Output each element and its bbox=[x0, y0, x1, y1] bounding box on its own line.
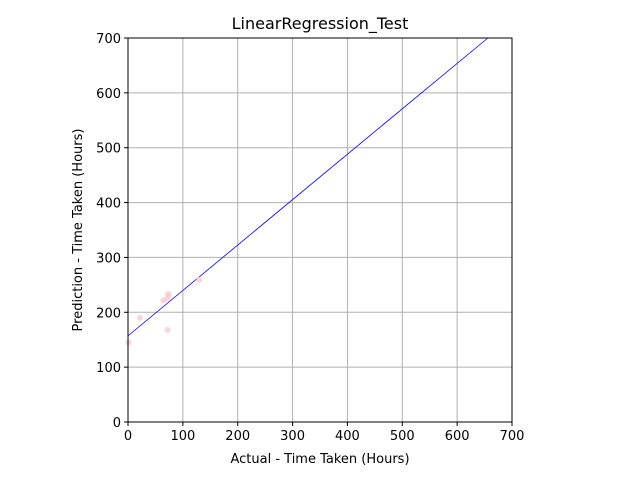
y-tick-label: 400 bbox=[96, 197, 121, 212]
regression-line bbox=[127, 37, 489, 337]
scatter-point bbox=[165, 291, 172, 298]
x-axis-ticks: 0 100 200 300 400 500 600 700 bbox=[124, 422, 525, 444]
x-tick-label: 200 bbox=[225, 429, 250, 444]
x-tick-label: 500 bbox=[390, 429, 415, 444]
chart-title: LinearRegression_Test bbox=[232, 14, 409, 34]
x-tick-label: 700 bbox=[500, 429, 525, 444]
x-tick-label: 300 bbox=[280, 429, 305, 444]
y-tick-label: 300 bbox=[96, 251, 121, 266]
grid-lines bbox=[127, 37, 513, 423]
x-axis-label: Actual - Time Taken (Hours) bbox=[230, 452, 409, 467]
x-tick-label: 600 bbox=[445, 429, 470, 444]
scatter-point bbox=[125, 339, 132, 346]
y-tick-label: 500 bbox=[96, 142, 121, 157]
x-tick-label: 0 bbox=[124, 429, 132, 444]
y-tick-label: 200 bbox=[96, 306, 121, 321]
y-axis-label: Prediction - Time Taken (Hours) bbox=[71, 129, 86, 332]
y-axis-ticks: 0 100 200 300 400 500 600 700 bbox=[96, 32, 128, 431]
y-tick-label: 700 bbox=[96, 32, 121, 47]
scatter-point bbox=[164, 326, 171, 333]
x-tick-label: 100 bbox=[170, 429, 195, 444]
y-tick-label: 600 bbox=[96, 87, 121, 102]
plot-frame bbox=[127, 37, 513, 423]
y-tick-label: 100 bbox=[96, 361, 121, 376]
y-tick-label: 0 bbox=[113, 416, 121, 431]
scatter-point bbox=[137, 314, 144, 321]
regression-line-layer bbox=[127, 37, 489, 337]
scatter-point bbox=[196, 276, 203, 283]
x-tick-label: 400 bbox=[335, 429, 360, 444]
scatter-points bbox=[125, 276, 203, 346]
